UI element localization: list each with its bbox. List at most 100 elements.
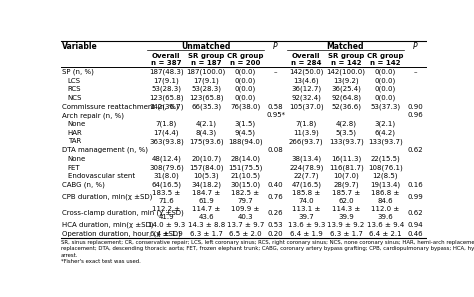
Text: CR group
n = 200: CR group n = 200 [227, 53, 264, 67]
Text: 184.7 ±
61.9: 184.7 ± 61.9 [192, 190, 220, 204]
Text: 6(4.2): 6(4.2) [375, 129, 396, 136]
Text: 363(93.8): 363(93.8) [149, 138, 184, 145]
Text: 36(12.7): 36(12.7) [291, 86, 321, 92]
Text: 4(2.1): 4(2.1) [196, 121, 217, 127]
Text: Variable: Variable [62, 42, 98, 51]
Text: 6.5 ± 2.0: 6.5 ± 2.0 [229, 231, 262, 237]
Text: 6.4 ± 2.1: 6.4 ± 2.1 [369, 231, 401, 237]
Text: 7(1.8): 7(1.8) [156, 121, 177, 127]
Text: 9(4.5): 9(4.5) [235, 129, 256, 136]
Text: 0.40: 0.40 [268, 182, 283, 188]
Text: 266(93.7): 266(93.7) [289, 138, 324, 145]
Text: 17(9.1): 17(9.1) [193, 77, 219, 84]
Text: 308(79.6): 308(79.6) [149, 164, 184, 171]
Text: 114.7 ±
43.6: 114.7 ± 43.6 [192, 206, 220, 219]
Text: CABG (n, %): CABG (n, %) [62, 182, 105, 188]
Text: 48(12.4): 48(12.4) [151, 156, 181, 162]
Text: 13(9.2): 13(9.2) [333, 77, 359, 84]
Text: –: – [414, 69, 417, 75]
Text: 112.0 ±
39.6: 112.0 ± 39.6 [371, 206, 400, 219]
Text: 0.16: 0.16 [408, 182, 423, 188]
Text: 185.7 ±
62.0: 185.7 ± 62.0 [332, 190, 360, 204]
Text: 10(7.0): 10(7.0) [333, 173, 359, 179]
Text: 0(0.0): 0(0.0) [235, 69, 256, 75]
Text: 21(10.5): 21(10.5) [230, 173, 260, 179]
Text: 11(3.9): 11(3.9) [293, 129, 319, 136]
Text: CR group
n = 142: CR group n = 142 [367, 53, 403, 67]
Text: 0(0.0): 0(0.0) [235, 95, 256, 101]
Text: 0(0.0): 0(0.0) [375, 77, 396, 84]
Text: 113.1 ±
39.7: 113.1 ± 39.7 [292, 206, 320, 219]
Text: 6.4 ± 1.9: 6.4 ± 1.9 [290, 231, 323, 237]
Text: 10(5.3): 10(5.3) [193, 173, 219, 179]
Text: 6.3 ± 1.7: 6.3 ± 1.7 [190, 231, 223, 237]
Text: Endovascular stent: Endovascular stent [68, 173, 135, 179]
Text: Operation duration, hour, (χ ±SD): Operation duration, hour, (χ ±SD) [62, 230, 181, 237]
Text: 13.9 ± 9.2: 13.9 ± 9.2 [328, 222, 365, 228]
Text: 157(84.0): 157(84.0) [189, 164, 223, 171]
Text: 0.08: 0.08 [268, 147, 283, 153]
Text: 17(4.4): 17(4.4) [154, 129, 179, 136]
Text: 19(13.4): 19(13.4) [370, 182, 401, 188]
Text: 6.3 ± 1.7: 6.3 ± 1.7 [330, 231, 363, 237]
Text: 133(93.7): 133(93.7) [368, 138, 403, 145]
Text: 0.62: 0.62 [408, 210, 423, 216]
Text: 8(4.3): 8(4.3) [196, 129, 217, 136]
Text: 186.8 ±
84.6: 186.8 ± 84.6 [371, 190, 400, 204]
Text: TAR: TAR [68, 138, 81, 144]
Text: –: – [274, 69, 277, 75]
Text: 151(75.5): 151(75.5) [228, 164, 263, 171]
Text: 0.99: 0.99 [408, 194, 423, 200]
Text: 0(0.0): 0(0.0) [375, 86, 396, 92]
Text: 142(36.7): 142(36.7) [149, 103, 183, 110]
Text: 28(9.7): 28(9.7) [333, 182, 359, 188]
Text: 133(93.7): 133(93.7) [329, 138, 364, 145]
Text: 31(8.0): 31(8.0) [154, 173, 179, 179]
Text: 0(0.0): 0(0.0) [375, 69, 396, 75]
Text: 38(13.4): 38(13.4) [291, 156, 321, 162]
Text: 76(38.0): 76(38.0) [230, 103, 261, 110]
Text: 123(65.8): 123(65.8) [189, 95, 223, 101]
Text: 92(64.8): 92(64.8) [331, 95, 361, 101]
Text: 0.53: 0.53 [268, 222, 283, 228]
Text: 142(100.0): 142(100.0) [327, 69, 365, 75]
Text: 92(32.4): 92(32.4) [292, 95, 321, 101]
Text: 105(37.0): 105(37.0) [289, 103, 324, 110]
Text: 34(18.2): 34(18.2) [191, 182, 221, 188]
Text: 187(100.0): 187(100.0) [187, 69, 226, 75]
Text: 0.90: 0.90 [408, 104, 423, 110]
Text: HCA duration, min(χ ±SD): HCA duration, min(χ ±SD) [62, 222, 154, 228]
Text: 0(0.0): 0(0.0) [375, 95, 396, 101]
Text: None: None [68, 121, 86, 127]
Text: 47(16.5): 47(16.5) [291, 182, 321, 188]
Text: P: P [413, 42, 418, 51]
Text: 36(25.4): 36(25.4) [331, 86, 361, 92]
Text: 0.94: 0.94 [408, 222, 423, 228]
Text: None: None [68, 156, 86, 162]
Text: 16(11.3): 16(11.3) [331, 156, 361, 162]
Text: HAR: HAR [68, 130, 82, 136]
Text: 22(7.7): 22(7.7) [293, 173, 319, 179]
Text: 28(14.0): 28(14.0) [230, 156, 260, 162]
Text: 112.2 ±
41.9: 112.2 ± 41.9 [152, 206, 181, 219]
Text: arrest.: arrest. [61, 253, 79, 258]
Text: 109.9 ±
40.3: 109.9 ± 40.3 [231, 206, 260, 219]
Text: 0(0.0): 0(0.0) [235, 77, 256, 84]
Text: SR, sinus replacement; CR, conservative repair; LCS, left coronary sinus; RCS, r: SR, sinus replacement; CR, conservative … [61, 240, 474, 245]
Text: 0.76: 0.76 [268, 194, 283, 200]
Text: 224(78.9): 224(78.9) [289, 164, 323, 171]
Text: 175(93.6): 175(93.6) [189, 138, 224, 145]
Text: 185.8 ±
74.0: 185.8 ± 74.0 [292, 190, 320, 204]
Text: 0.58: 0.58 [268, 104, 283, 110]
Text: 4(2.8): 4(2.8) [336, 121, 356, 127]
Text: 0.62: 0.62 [408, 147, 423, 153]
Text: 0.20: 0.20 [268, 231, 283, 237]
Text: SR group
n = 142: SR group n = 142 [328, 53, 365, 67]
Text: 0.26: 0.26 [268, 210, 283, 216]
Text: SP (n, %): SP (n, %) [62, 69, 94, 75]
Text: 13.7 ± 9.7: 13.7 ± 9.7 [227, 222, 264, 228]
Text: 183.5 ±
71.6: 183.5 ± 71.6 [152, 190, 181, 204]
Text: Overall
n = 387: Overall n = 387 [151, 53, 182, 67]
Text: SR group
n = 187: SR group n = 187 [188, 53, 224, 67]
Text: 188(94.0): 188(94.0) [228, 138, 263, 145]
